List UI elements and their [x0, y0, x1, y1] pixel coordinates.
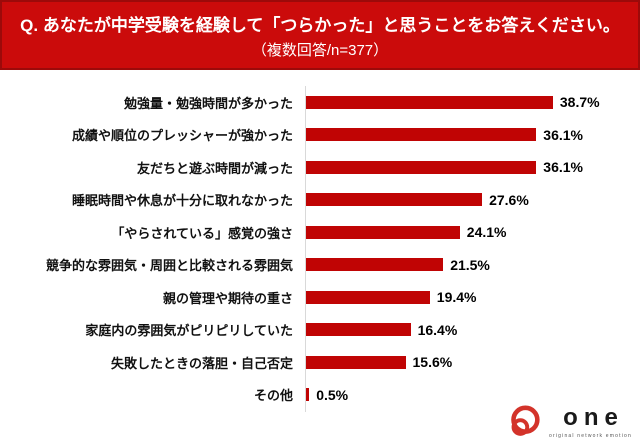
- category-label: 友だちと遊ぶ時間が減った: [136, 160, 293, 176]
- bar-area: 36.1%: [305, 119, 640, 152]
- bar: [306, 128, 537, 142]
- bar: [306, 388, 310, 402]
- value-label: 15.6%: [412, 354, 453, 371]
- logo-wordmark: one: [563, 404, 624, 431]
- category-label: 睡眠時間や休息が十分に取れなかった: [71, 193, 293, 209]
- bar-area: 27.6%: [305, 184, 640, 217]
- bar-area: 0.5%: [305, 379, 640, 412]
- bar: [306, 160, 537, 174]
- bar: [306, 193, 483, 207]
- bar: [306, 95, 553, 109]
- chart-row: その他 0.5%: [0, 379, 640, 412]
- category-label: 「やらされている」感覚の強さ: [111, 225, 293, 241]
- chart-row: 競争的な雰囲気・周囲と比較される雰囲気 21.5%: [0, 249, 640, 282]
- question-title: Q. あなたが中学受験を経験して「つらかった」と思うことをお答えください。: [20, 15, 620, 35]
- chart-row: 友だちと遊ぶ時間が減った 36.1%: [0, 151, 640, 184]
- value-label: 19.4%: [436, 289, 477, 306]
- chart-row: 失敗したときの落胆・自己否定 15.6%: [0, 346, 640, 379]
- chart-row: 「やらされている」感覚の強さ 24.1%: [0, 216, 640, 249]
- bar: [306, 355, 406, 369]
- chart-row: 成績や順位のプレッシャーが強かった 36.1%: [0, 119, 640, 152]
- logo-tagline: original network emotion: [549, 433, 632, 439]
- chart-row: 勉強量・勉強時間が多かった 38.7%: [0, 86, 640, 119]
- bar-area: 15.6%: [305, 346, 640, 379]
- bar-chart: 勉強量・勉強時間が多かった 38.7% 成績や順位のプレッシャーが強かった 36.1%…: [0, 86, 640, 411]
- bar: [306, 323, 411, 337]
- value-label: 36.1%: [543, 126, 583, 143]
- bar: [306, 225, 460, 239]
- bar-area: 19.4%: [305, 281, 640, 314]
- bar-area: 16.4%: [305, 314, 640, 347]
- logo-text-block: one original network emotion: [549, 404, 632, 440]
- one-logo: one original network emotion: [508, 404, 632, 441]
- bar: [306, 258, 444, 272]
- category-label: 失敗したときの落胆・自己否定: [110, 355, 293, 371]
- chart-row: 睡眠時間や休息が十分に取れなかった 27.6%: [0, 184, 640, 217]
- bar-area: 38.7%: [305, 86, 640, 119]
- bar-area: 36.1%: [305, 151, 640, 184]
- value-label: 36.1%: [543, 159, 583, 176]
- value-label: 38.7%: [559, 94, 600, 111]
- bar-area: 24.1%: [305, 216, 640, 249]
- value-label: 0.5%: [316, 386, 349, 403]
- question-subtitle: （複数回答/n=377）: [251, 41, 389, 59]
- spiral-circles-icon: [508, 404, 541, 441]
- category-label: 成績や順位のプレッシャーが強かった: [71, 128, 293, 144]
- question-header: Q. あなたが中学受験を経験して「つらかった」と思うことをお答えください。 （複…: [0, 0, 640, 70]
- bar: [306, 290, 430, 304]
- value-label: 16.4%: [417, 321, 458, 338]
- category-label: 親の管理や期待の重さ: [162, 290, 293, 306]
- y-axis-line: [305, 86, 306, 412]
- category-label: 勉強量・勉強時間が多かった: [123, 95, 293, 111]
- category-label: 競争的な雰囲気・周囲と比較される雰囲気: [45, 258, 293, 274]
- category-label: 家庭内の雰囲気がピリピリしていた: [85, 323, 293, 339]
- chart-row: 親の管理や期待の重さ 19.4%: [0, 281, 640, 314]
- bar-area: 21.5%: [305, 249, 640, 282]
- value-label: 24.1%: [466, 224, 507, 241]
- chart-row: 家庭内の雰囲気がピリピリしていた 16.4%: [0, 314, 640, 347]
- value-label: 21.5%: [450, 256, 490, 273]
- category-label: その他: [253, 388, 293, 404]
- value-label: 27.6%: [489, 191, 529, 208]
